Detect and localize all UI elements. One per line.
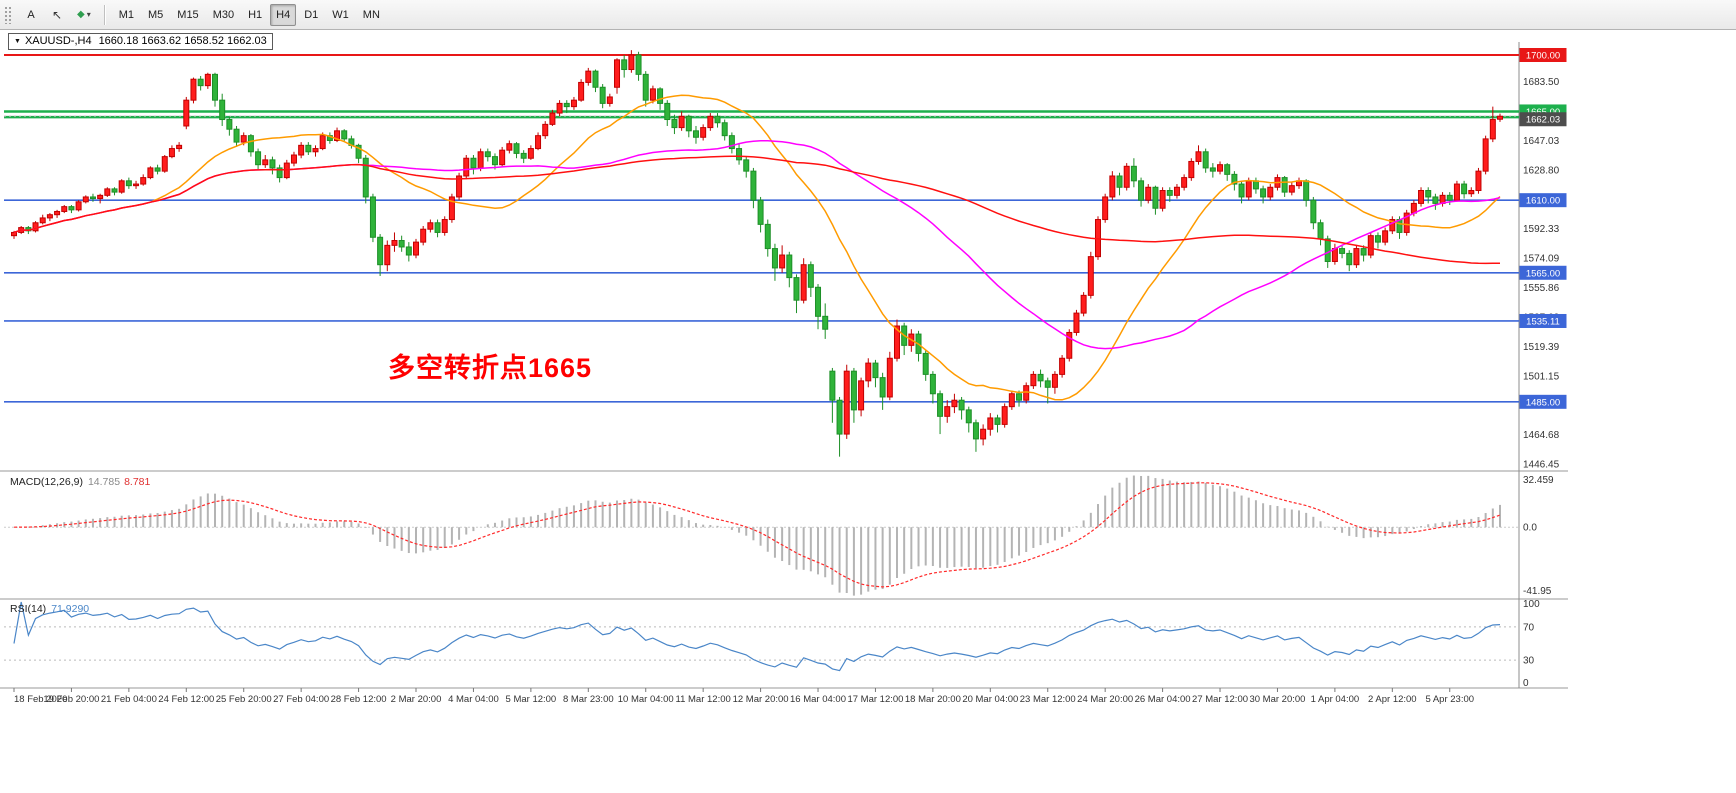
date-tick-label: 30 Mar 20:00: [1249, 694, 1305, 705]
date-tick-label: 28 Feb 12:00: [331, 694, 387, 705]
svg-text:1535.11: 1535.11: [1526, 316, 1560, 327]
svg-text:0: 0: [1523, 678, 1529, 689]
svg-text:0.0: 0.0: [1523, 523, 1537, 534]
date-tick-label: 25 Feb 20:00: [216, 694, 272, 705]
date-tick-label: 4 Mar 04:00: [448, 694, 499, 705]
tf-button-h1[interactable]: H1: [242, 4, 268, 26]
svg-text:32.459: 32.459: [1523, 475, 1554, 486]
tf-button-w1[interactable]: W1: [326, 4, 355, 26]
macd-label: MACD(12,26,9) 14.785 8.781: [10, 476, 150, 488]
price-line-label-box: [1519, 193, 1567, 208]
collapse-triangle-icon: ▼: [14, 38, 21, 45]
date-tick-label: 10 Mar 04:00: [618, 694, 674, 705]
toolbar: A ↖ ◆ ▾ M1 M5 M15 M30 H1 H4 D1 W1 MN: [0, 0, 1736, 30]
price-tick-label: 1501.15: [1523, 371, 1560, 382]
price-line-label-box: [1519, 112, 1567, 127]
price-line-label-box: [1519, 394, 1567, 409]
tf-button-d1[interactable]: D1: [298, 4, 324, 26]
tf-button-m1[interactable]: M1: [113, 4, 140, 26]
price-tick-label: 1628.80: [1523, 165, 1560, 176]
date-tick-label: 18 Feb 2020: [14, 694, 67, 705]
price-line-label-box: [1519, 265, 1567, 280]
date-tick-label: 27 Feb 04:00: [273, 694, 329, 705]
tf-button-h4[interactable]: H4: [270, 3, 297, 26]
timeframe-group: M1 M5 M15 M30 H1 H4 D1 W1 MN: [112, 3, 387, 26]
price-line-label-box: [1519, 313, 1567, 328]
date-tick-label: 27 Mar 12:00: [1192, 694, 1248, 705]
chart-title-box[interactable]: ▼ XAUUSD-,H4 1660.18 1663.62 1658.52 1662.…: [8, 33, 273, 50]
objects-dropdown-button[interactable]: ◆ ▾: [71, 4, 97, 26]
date-tick-label: 24 Feb 12:00: [158, 694, 214, 705]
rsi-name: RSI(14): [10, 603, 47, 615]
panel-frame: [0, 42, 1568, 689]
date-tick-label: 21 Feb 04:00: [101, 694, 157, 705]
date-tick-label: 11 Mar 12:00: [676, 694, 731, 705]
candles-group: [11, 50, 1503, 457]
cursor-icon: ↖: [51, 7, 63, 22]
rsi-group: 100 70 30 0: [4, 599, 1540, 689]
tf-button-m5[interactable]: M5: [142, 4, 169, 26]
rsi-label: RSI(14) 71.9290: [10, 603, 89, 615]
price-line-label-box: [1519, 48, 1567, 62]
price-tick-label: 1446.45: [1523, 460, 1560, 471]
date-tick-label: 20 Mar 04:00: [962, 694, 1018, 705]
moving-averages-group: [13, 94, 1501, 401]
date-tick-label: 18 Mar 20:00: [905, 694, 961, 705]
chart-ohlc-values: 1660.18 1663.62 1658.52 1662.03: [98, 35, 267, 47]
svg-text:-41.95: -41.95: [1523, 586, 1552, 597]
chart-annotation-text: 多空转折点1665: [388, 353, 593, 383]
caret-down-icon: ▾: [86, 10, 91, 19]
date-tick-label: 8 Mar 23:00: [563, 694, 614, 705]
date-tick-label: 5 Apr 23:00: [1425, 694, 1474, 705]
date-tick-label: 19 Feb 20:00: [43, 694, 99, 705]
price-tick-label: 1574.09: [1523, 254, 1560, 265]
date-tick-label: 1 Apr 04:00: [1311, 694, 1360, 705]
chart-symbol-period: XAUUSD-,H4: [24, 35, 92, 47]
macd-signal-value: 8.781: [124, 476, 151, 488]
date-tick-label: 5 Mar 12:00: [506, 694, 557, 705]
date-tick-label: 2 Apr 12:00: [1368, 694, 1417, 705]
date-tick-label: 2 Mar 20:00: [391, 694, 442, 705]
svg-text:70: 70: [1523, 622, 1535, 633]
rsi-value: 71.9290: [51, 603, 90, 615]
macd-name: MACD(12,26,9): [10, 476, 83, 488]
tf-button-m15[interactable]: M15: [171, 4, 204, 26]
text-tool-button[interactable]: A: [19, 4, 43, 26]
date-tick-label: 24 Mar 20:00: [1077, 694, 1133, 705]
toolbar-separator: [103, 4, 106, 25]
svg-text:100: 100: [1523, 599, 1540, 610]
svg-text:1662.03: 1662.03: [1526, 115, 1560, 126]
horizontal-lines: [4, 54, 1519, 403]
date-tick-label: 16 Mar 04:00: [790, 694, 846, 705]
macd-group: 32.459 0.0 -41.95: [4, 475, 1554, 597]
date-tick-label: 26 Mar 04:00: [1135, 694, 1191, 705]
price-tick-label: 1519.39: [1523, 342, 1560, 353]
svg-text:30: 30: [1523, 656, 1535, 667]
svg-text:1485.00: 1485.00: [1526, 397, 1560, 408]
shapes-icon: ◆: [77, 9, 85, 20]
macd-main-value: 14.785: [87, 476, 121, 488]
chart-canvas[interactable]: 1683.501665.271647.031628.801610.561592.…: [0, 30, 1736, 791]
date-tick-label: 17 Mar 12:00: [847, 694, 903, 705]
svg-text:1565.00: 1565.00: [1526, 268, 1560, 279]
price-tick-label: 1683.50: [1523, 77, 1560, 88]
price-tick-label: 1592.33: [1523, 224, 1560, 235]
date-tick-label: 12 Mar 20:00: [733, 694, 789, 705]
price-tick-label: 1555.86: [1523, 283, 1560, 294]
price-label-boxes: 1700.001665.001610.001565.001535.111485.…: [1519, 48, 1567, 409]
svg-text:1700.00: 1700.00: [1526, 51, 1560, 62]
date-tick-label: 23 Mar 12:00: [1020, 694, 1076, 705]
price-tick-label: 1647.03: [1523, 136, 1560, 147]
toolbar-grip-icon: [4, 5, 13, 24]
cursor-tool-button[interactable]: ↖: [45, 4, 69, 26]
price-tick-label: 1464.68: [1523, 430, 1560, 441]
chart-window: 1683.501665.271647.031628.801610.561592.…: [0, 30, 1736, 791]
tf-button-mn[interactable]: MN: [357, 4, 386, 26]
svg-text:1610.00: 1610.00: [1526, 196, 1560, 207]
tf-button-m30[interactable]: M30: [207, 4, 240, 26]
